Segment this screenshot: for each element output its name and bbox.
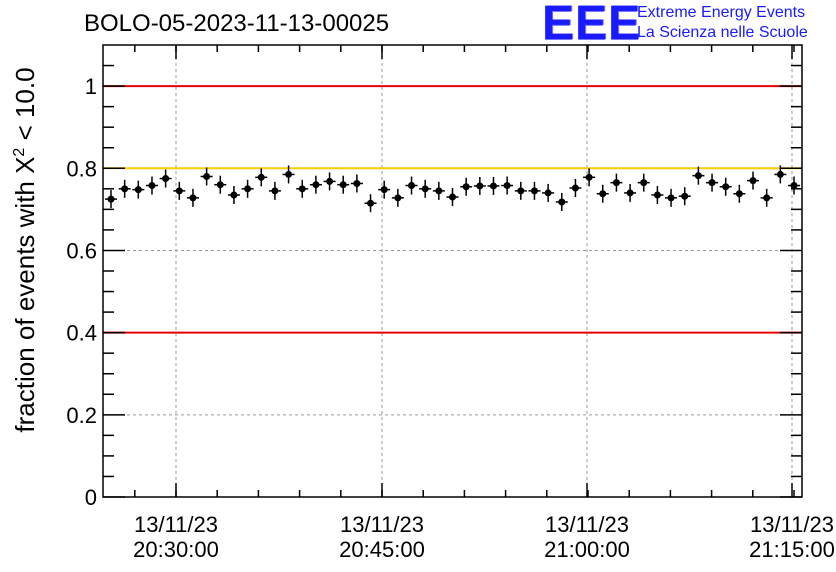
data-point (719, 177, 732, 196)
data-point (132, 180, 145, 199)
data-point (200, 167, 213, 186)
data-point (391, 188, 404, 207)
data-point (788, 176, 800, 195)
y-tick-label: 0 (85, 485, 97, 510)
data-point (118, 179, 131, 198)
data-point (241, 179, 254, 198)
y-tick-label: 0.2 (66, 403, 97, 428)
data-point (747, 171, 760, 190)
chart-title: BOLO-05-2023-11-13-00025 (84, 10, 390, 37)
data-points (105, 165, 800, 213)
logo-text-line2: La Scienza nelle Scuole (637, 24, 808, 41)
data-point (583, 168, 596, 187)
y-tick-label: 0.8 (66, 156, 97, 181)
data-point (105, 190, 117, 209)
y-tick-label: 0.6 (66, 238, 97, 263)
data-point (323, 172, 336, 191)
data-point (487, 176, 500, 195)
data-point (405, 176, 418, 195)
plot-frame (102, 44, 803, 498)
data-point (255, 168, 268, 187)
data-point (145, 176, 158, 195)
data-point (282, 165, 295, 184)
x-tick-time: 21:15:00 (749, 537, 835, 562)
data-point (227, 185, 240, 204)
data-point (733, 184, 746, 203)
data-point (501, 176, 514, 195)
data-point (678, 187, 691, 206)
data-point (446, 188, 459, 207)
y-axis-title: fraction of events with X2 < 10.0 (10, 67, 40, 432)
data-point (651, 185, 664, 204)
data-point (760, 188, 773, 207)
data-point (419, 179, 432, 198)
data-point (610, 173, 623, 192)
data-point (378, 180, 391, 199)
data-point (337, 175, 350, 194)
data-point (296, 179, 309, 198)
y-tick-label: 1 (85, 74, 97, 99)
y-axis-title-main: fraction of events with X (10, 157, 40, 433)
data-point (173, 181, 186, 200)
data-point (460, 177, 473, 196)
x-tick-time: 21:00:00 (544, 537, 630, 562)
x-axis-ticks: 13/11/2320:30:0013/11/2320:45:0013/11/23… (133, 45, 835, 562)
data-point (528, 181, 541, 200)
data-point (624, 183, 637, 202)
data-point (364, 194, 377, 213)
data-point (268, 181, 281, 200)
y-axis-ticks: 0 0.2 0.4 0.6 0.8 1 (66, 64, 802, 510)
data-point (186, 188, 199, 207)
data-point (159, 169, 172, 188)
data-point (774, 165, 787, 184)
data-point (214, 175, 227, 194)
x-tick-date: 13/11/23 (750, 512, 834, 537)
y-tick-label: 0.4 (66, 321, 97, 346)
data-point (706, 173, 719, 192)
x-tick-date: 13/11/23 (340, 512, 424, 537)
reference-lines (103, 85, 802, 334)
data-point (432, 181, 445, 200)
data-point (350, 174, 363, 193)
data-point (309, 175, 322, 194)
grid-lines (103, 45, 802, 497)
x-tick-date: 13/11/23 (545, 512, 629, 537)
data-point (692, 166, 705, 185)
data-point (473, 176, 486, 195)
data-point (569, 178, 582, 197)
x-tick-time: 20:45:00 (339, 537, 425, 562)
eee-logo-mark: EEE (542, 0, 642, 50)
y-axis-title-sup: 2 (11, 148, 28, 157)
y-axis-title-tail: < 10.0 (10, 67, 40, 147)
x-tick-time: 20:30:00 (133, 537, 219, 562)
data-point (542, 183, 555, 202)
logo-text-line1: Extreme Energy Events (637, 4, 806, 21)
data-point (665, 188, 678, 207)
x-tick-date: 13/11/23 (134, 512, 218, 537)
data-point (555, 192, 568, 211)
data-point (596, 184, 609, 203)
data-point (514, 181, 527, 200)
data-point (637, 173, 650, 192)
